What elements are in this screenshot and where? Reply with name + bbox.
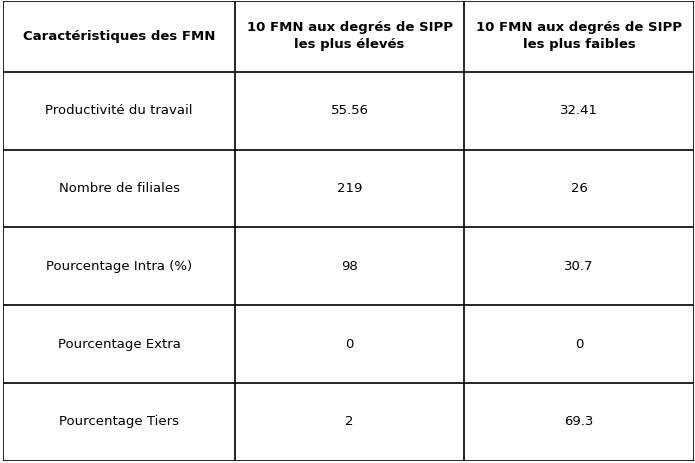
Text: 55.56: 55.56 (331, 104, 368, 117)
Text: Pourcentage Extra: Pourcentage Extra (58, 338, 181, 350)
Text: 26: 26 (571, 182, 587, 195)
Text: 32.41: 32.41 (560, 104, 598, 117)
Text: 30.7: 30.7 (564, 260, 594, 273)
Text: Productivité du travail: Productivité du travail (45, 104, 193, 117)
Text: 219: 219 (337, 182, 362, 195)
Text: Caractéristiques des FMN: Caractéristiques des FMN (23, 30, 215, 43)
Text: 0: 0 (345, 338, 354, 350)
Text: Pourcentage Intra (%): Pourcentage Intra (%) (46, 260, 192, 273)
Text: Nombre de filiales: Nombre de filiales (58, 182, 179, 195)
Text: 2: 2 (345, 415, 354, 428)
Text: Pourcentage Tiers: Pourcentage Tiers (59, 415, 179, 428)
Text: 0: 0 (575, 338, 583, 350)
Text: 10 FMN aux degrés de SIPP
les plus faibles: 10 FMN aux degrés de SIPP les plus faibl… (476, 21, 682, 51)
Text: 98: 98 (341, 260, 358, 273)
Text: 10 FMN aux degrés de SIPP
les plus élevés: 10 FMN aux degrés de SIPP les plus élevé… (247, 21, 452, 51)
Text: 69.3: 69.3 (564, 415, 594, 428)
